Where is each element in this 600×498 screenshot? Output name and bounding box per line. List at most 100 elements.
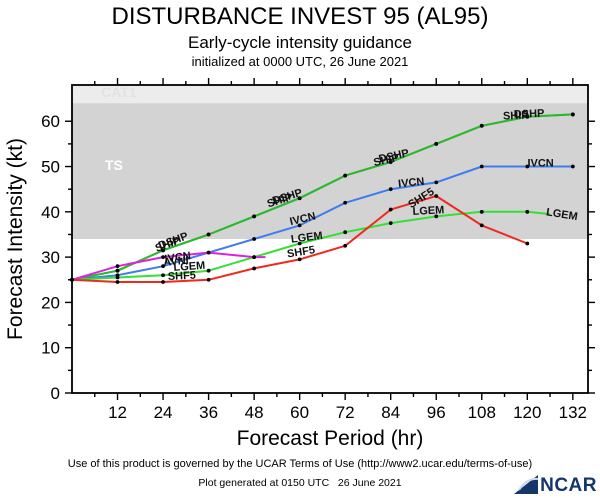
line-label-lgem: LGEM <box>412 204 444 218</box>
x-tick-label: 12 <box>108 403 127 422</box>
marker-shf5-96h <box>434 194 439 198</box>
marker-lgem-60h <box>297 241 302 246</box>
x-tick-label: 72 <box>336 403 355 422</box>
marker-lgem-36h <box>206 268 211 273</box>
line-label-shf5: SHF5 <box>286 244 316 260</box>
marker-lgem-96h <box>434 214 439 219</box>
x-tick-label: 96 <box>427 403 446 422</box>
marker-shf5-24h <box>161 280 165 284</box>
marker-dshp-108h <box>479 123 484 128</box>
x-tick-label: 36 <box>199 403 218 422</box>
line-label-shf5: SHF5 <box>167 270 196 283</box>
marker-lgem-84h <box>388 221 393 226</box>
y-tick-label: 20 <box>41 293 60 312</box>
marker-shf5-120h <box>525 241 530 246</box>
marker-ivcn-60h <box>297 223 302 228</box>
title-block: DISTURBANCE INVEST 95 (AL95) Early-cycle… <box>0 0 600 69</box>
line-label-lgem: LGEM <box>545 206 578 223</box>
page-subtitle: Early-cycle intensity guidance <box>188 33 412 52</box>
marker-lgem-12h <box>115 275 120 280</box>
x-tick-label: 24 <box>154 403 173 422</box>
marker-shf5-36h <box>206 277 211 282</box>
x-tick-label: 108 <box>468 403 496 422</box>
marker-ivcn-132h <box>570 164 575 169</box>
line-label-ship: SHIP <box>372 152 400 169</box>
marker-ivcn-108h <box>479 164 484 169</box>
marker-lgem-108h <box>479 209 484 214</box>
y-tick-label: 10 <box>41 339 60 358</box>
marker-shf5-0h <box>70 277 74 282</box>
band-ts <box>72 103 588 239</box>
marker-dshp-60h <box>297 196 302 201</box>
y-tick-label: 0 <box>51 384 60 403</box>
band-label-ts: TS <box>105 157 123 173</box>
marker-ivcn-84h <box>388 187 393 192</box>
marker-ivcn-120h <box>525 164 530 169</box>
init-time-label: initialized at 0000 UTC, 26 June 2021 <box>191 54 409 69</box>
series-line-lgem <box>71 210 551 281</box>
marker-shf5-108h <box>479 223 484 228</box>
series-line-ivcn <box>71 165 573 281</box>
marker-dshp-72h <box>343 173 348 178</box>
marker-dshp-84h <box>388 160 393 164</box>
marker-avni-36h <box>206 250 211 255</box>
line-label-lgem: LGEM <box>173 260 206 274</box>
x-tick-label: 84 <box>381 403 400 422</box>
line-label-ivcn: IVCN <box>398 176 425 191</box>
y-tick-label: 60 <box>41 112 60 131</box>
marker-dshp-24h <box>161 248 165 253</box>
ncar-logo-mark <box>514 475 539 494</box>
marker-lgem-120h <box>525 209 530 214</box>
marker-ivcn-96h <box>434 180 439 185</box>
page-title: DISTURBANCE INVEST 95 (AL95) <box>111 3 489 30</box>
model-series <box>71 113 573 283</box>
band-cat1 <box>72 85 588 104</box>
line-label-dshp: DSHP <box>514 108 545 121</box>
marker-shf5-60h <box>297 257 302 262</box>
x-tick-label: 120 <box>513 403 541 422</box>
marker-lgem-72h <box>343 230 348 235</box>
intensity-bands: TS CAT1 <box>72 84 588 239</box>
marker-avni-24h <box>161 255 165 260</box>
marker-dshp-12h <box>115 268 120 273</box>
marker-shf5-48h <box>252 266 257 271</box>
line-label-ivcn: IVCN <box>527 158 553 170</box>
y-tick-label: 30 <box>41 248 60 267</box>
marker-shf5-72h <box>343 243 348 248</box>
generated-timestamp: Plot generated at 0150 UTC 26 June 2021 <box>198 477 402 489</box>
marker-ivcn-72h <box>343 200 348 205</box>
marker-ivcn-48h <box>252 237 257 241</box>
marker-avni-12h <box>115 264 120 269</box>
marker-dshp-132h <box>570 112 575 117</box>
point-markers <box>70 112 575 284</box>
line-label-avni: AVNI <box>163 255 189 269</box>
marker-ivcn-24h <box>161 264 165 269</box>
y-tick-label: 40 <box>41 203 60 222</box>
marker-avni-48h <box>252 255 257 260</box>
y-tick-label: 50 <box>41 158 60 177</box>
marker-shf5-12h <box>115 280 120 284</box>
y-axis-title: Forecast Intensity (kt) <box>4 138 27 340</box>
ncar-logo-text: NCAR <box>540 475 597 496</box>
terms-of-use-text: Use of this product is governed by the U… <box>67 458 533 470</box>
marker-dshp-48h <box>252 214 257 219</box>
line-label-ivcn: IVCN <box>289 210 317 228</box>
line-label-ivcn: IVCN <box>164 250 192 266</box>
marker-dshp-36h <box>206 232 211 237</box>
x-tick-label: 48 <box>245 403 264 422</box>
line-label-lgem: LGEM <box>290 230 323 246</box>
marker-shf5-84h <box>388 207 393 212</box>
x-axis-title: Forecast Period (hr) <box>237 427 424 450</box>
series-line-dshp <box>71 113 573 281</box>
marker-dshp-96h <box>434 141 439 146</box>
axis-tick-labels: 12 24 36 48 60 72 84 96 108 120 132 0 10 20 30 40 50 60 <box>41 112 587 422</box>
x-tick-label: 132 <box>559 403 587 422</box>
line-label-ship: SHIP <box>503 110 529 123</box>
marker-dshp-120h <box>525 114 530 119</box>
marker-lgem-24h <box>161 273 165 278</box>
band-label-cat1: CAT1 <box>101 84 137 100</box>
ncar-logo: NCAR <box>509 472 597 495</box>
plot-frame <box>71 84 589 394</box>
